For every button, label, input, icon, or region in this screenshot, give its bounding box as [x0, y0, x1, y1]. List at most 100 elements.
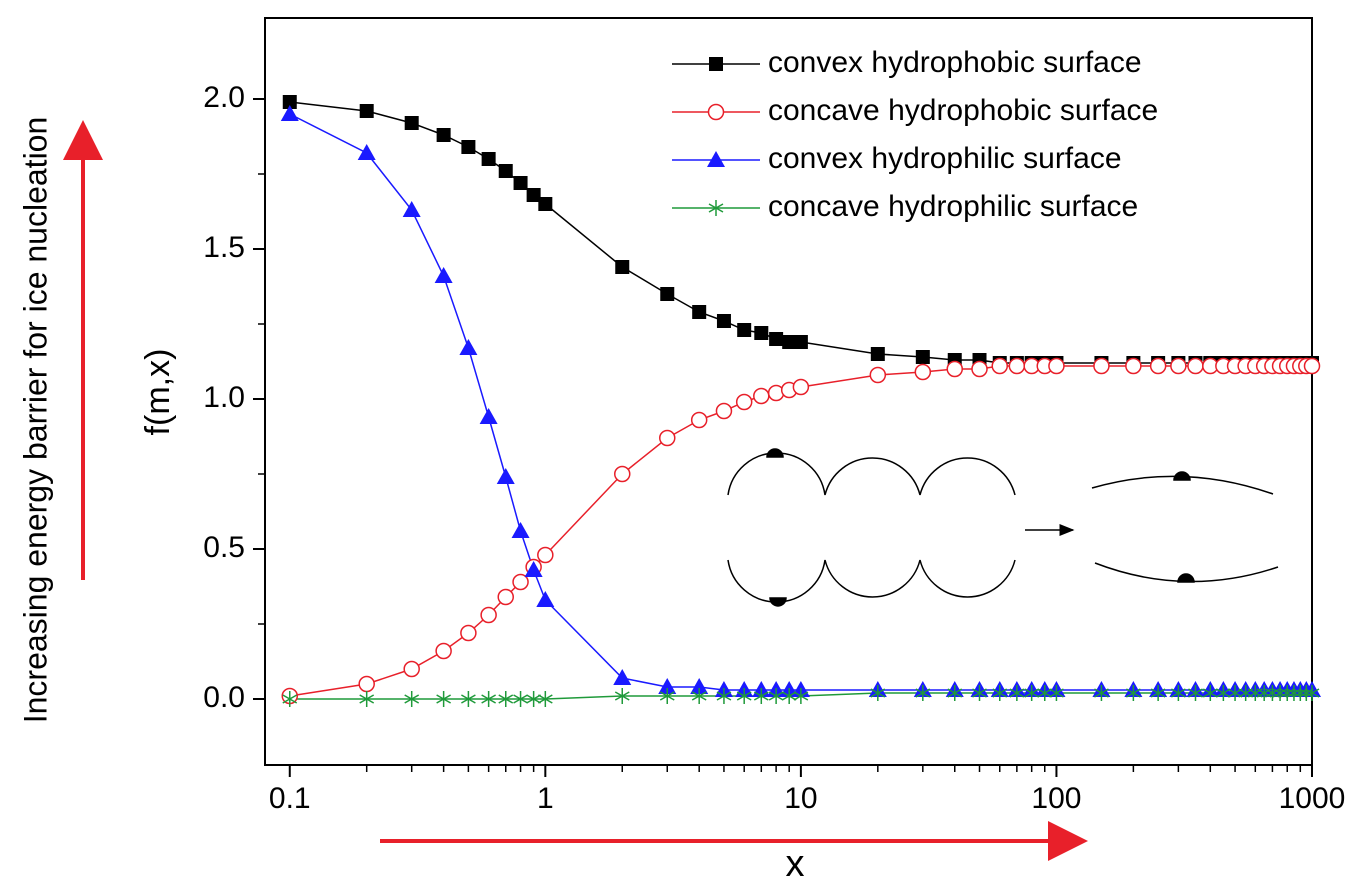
marker-stroke — [461, 694, 476, 704]
y-tick-label: 1.0 — [203, 381, 245, 414]
y-axis-label: f(m,x) — [139, 349, 177, 436]
marker — [691, 688, 707, 704]
marker — [497, 588, 514, 606]
marker — [512, 573, 529, 591]
inset-diagram — [727, 448, 1279, 607]
marker-stroke — [1126, 688, 1141, 698]
marker-stroke — [1171, 688, 1186, 698]
marker-stroke — [1304, 688, 1320, 698]
marker — [781, 688, 797, 704]
marker-stroke — [972, 688, 987, 698]
marker-stroke — [1292, 688, 1308, 698]
marker — [357, 144, 376, 160]
marker — [753, 688, 769, 704]
x-tick-label: 0.1 — [269, 782, 311, 815]
marker — [479, 408, 498, 424]
marker — [435, 642, 452, 660]
x-tick-label: 100 — [1031, 782, 1081, 815]
marker — [737, 323, 752, 337]
marker-stroke — [359, 694, 375, 704]
marker — [403, 660, 420, 678]
marker — [282, 95, 297, 109]
marker — [481, 152, 496, 166]
legend-label: convex hydrophilic surface — [768, 142, 1122, 175]
marker — [1188, 685, 1203, 701]
marker — [358, 675, 375, 693]
legend-entry: concave hydrophilic surface — [672, 190, 1138, 223]
marker — [1279, 685, 1295, 701]
marker — [690, 678, 709, 694]
marker-stroke — [1009, 688, 1025, 698]
marker — [716, 688, 732, 704]
marker-stroke — [768, 691, 784, 701]
marker-stroke — [1272, 688, 1288, 698]
marker — [793, 688, 809, 704]
marker — [436, 128, 451, 142]
marker — [1126, 685, 1141, 701]
marker-stroke — [537, 694, 553, 704]
marker — [511, 522, 530, 538]
marker — [461, 140, 476, 154]
marker-stroke — [736, 691, 752, 701]
marker — [526, 188, 541, 202]
marker-stroke — [947, 688, 963, 698]
marker — [1216, 685, 1231, 701]
marker — [480, 606, 497, 624]
marker — [707, 103, 725, 121]
marker — [946, 360, 963, 378]
marker-stroke — [614, 691, 630, 701]
marker — [1170, 357, 1187, 375]
marker — [972, 685, 987, 701]
marker — [537, 546, 554, 564]
marker — [658, 678, 677, 694]
marker-stroke — [1286, 688, 1302, 698]
marker — [992, 685, 1008, 701]
marker — [659, 688, 675, 704]
marker-stroke — [1298, 688, 1314, 698]
marker — [1286, 685, 1302, 701]
marker — [753, 387, 770, 405]
legend-label: concave hydrophilic surface — [768, 190, 1138, 223]
marker — [1187, 357, 1204, 375]
marker — [1037, 685, 1053, 701]
marker-stroke — [1188, 688, 1203, 698]
marker — [496, 468, 515, 484]
marker — [870, 685, 886, 701]
x-axis-label: x — [786, 843, 805, 885]
marker-stroke — [436, 694, 451, 704]
marker — [708, 200, 724, 216]
marker — [869, 366, 887, 384]
marker — [404, 116, 419, 130]
marker-stroke — [793, 691, 809, 701]
marker — [1298, 685, 1314, 701]
marker — [1009, 685, 1025, 701]
marker-stroke — [404, 694, 420, 704]
marker-stroke — [1150, 688, 1166, 698]
y-tick-label: 0.0 — [203, 681, 245, 714]
marker — [707, 151, 725, 167]
marker — [769, 332, 784, 346]
marker — [914, 363, 932, 381]
marker — [481, 691, 497, 707]
marker — [615, 260, 630, 274]
marker-stroke — [1094, 688, 1109, 698]
marker — [459, 339, 478, 355]
x-tick-label: 1 — [537, 782, 554, 815]
marker — [659, 429, 676, 447]
marker-stroke — [513, 694, 528, 704]
marker-stroke — [781, 691, 797, 701]
marker — [1304, 685, 1320, 701]
marker — [1149, 357, 1167, 375]
marker-stroke — [1279, 688, 1295, 698]
marker-stroke — [1037, 688, 1053, 698]
marker — [461, 691, 476, 707]
marker — [1272, 685, 1288, 701]
marker — [1094, 685, 1109, 701]
marker-stroke — [753, 691, 769, 701]
marker — [434, 267, 453, 283]
marker — [513, 176, 528, 190]
marker — [513, 691, 528, 707]
legend-label: convex hydrophobic surface — [768, 46, 1142, 79]
marker — [359, 104, 374, 118]
